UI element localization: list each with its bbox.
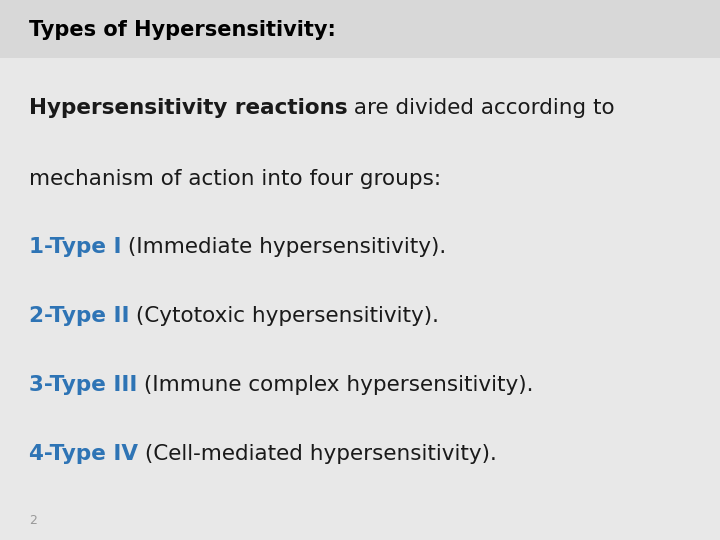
Text: (Immune complex hypersensitivity).: (Immune complex hypersensitivity). <box>138 375 534 395</box>
Text: are divided according to: are divided according to <box>348 98 615 118</box>
Text: mechanism of action into four groups:: mechanism of action into four groups: <box>29 169 441 190</box>
Text: 1-Type I: 1-Type I <box>29 237 121 257</box>
Text: 3-Type III: 3-Type III <box>29 375 138 395</box>
Text: (Immediate hypersensitivity).: (Immediate hypersensitivity). <box>121 237 446 257</box>
Text: 4-Type IV: 4-Type IV <box>29 443 138 464</box>
Text: 2-Type II: 2-Type II <box>29 306 130 326</box>
Text: Types of Hypersensitivity:: Types of Hypersensitivity: <box>29 19 336 40</box>
Text: 2: 2 <box>29 514 37 526</box>
Text: (Cytotoxic hypersensitivity).: (Cytotoxic hypersensitivity). <box>130 306 439 326</box>
Text: Hypersensitivity reactions: Hypersensitivity reactions <box>29 98 348 118</box>
Text: (Cell-mediated hypersensitivity).: (Cell-mediated hypersensitivity). <box>138 443 497 464</box>
